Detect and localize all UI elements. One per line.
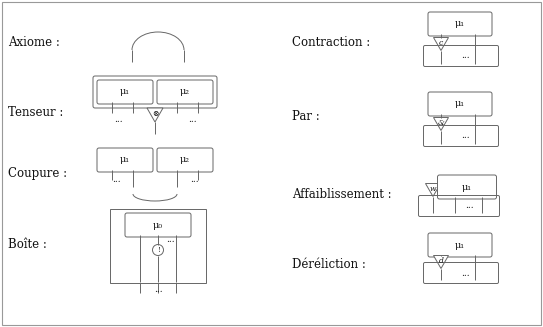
- Polygon shape: [147, 108, 163, 122]
- Text: !: !: [156, 246, 160, 254]
- Text: ...: ...: [460, 51, 469, 60]
- Text: ...: ...: [188, 114, 197, 124]
- Text: Boîte :: Boîte :: [8, 238, 47, 251]
- Text: ...: ...: [166, 235, 174, 245]
- FancyBboxPatch shape: [157, 148, 213, 172]
- Text: μ₀: μ₀: [153, 220, 163, 230]
- Circle shape: [153, 245, 163, 255]
- Text: μ₁: μ₁: [120, 88, 130, 96]
- Text: μ₁: μ₁: [120, 156, 130, 164]
- Text: μ₂: μ₂: [180, 156, 190, 164]
- Text: μ₁: μ₁: [455, 99, 465, 109]
- FancyBboxPatch shape: [157, 80, 213, 104]
- Text: Déréliction :: Déréliction :: [292, 259, 366, 271]
- Text: ...: ...: [465, 201, 473, 211]
- FancyBboxPatch shape: [125, 213, 191, 237]
- Text: c: c: [439, 39, 443, 47]
- Text: Tenseur :: Tenseur :: [8, 106, 64, 118]
- Bar: [110, 209, 206, 283]
- Text: ...: ...: [460, 131, 469, 141]
- Polygon shape: [433, 255, 449, 268]
- Text: ...: ...: [190, 176, 198, 184]
- Text: &: &: [438, 119, 444, 127]
- FancyBboxPatch shape: [428, 92, 492, 116]
- Text: ...: ...: [460, 268, 469, 278]
- Text: Contraction :: Contraction :: [292, 36, 370, 48]
- Text: ...: ...: [154, 284, 162, 294]
- Text: μ₁: μ₁: [462, 182, 472, 192]
- Polygon shape: [433, 117, 449, 130]
- Text: μ₁: μ₁: [455, 20, 465, 28]
- Text: Par :: Par :: [292, 111, 320, 124]
- Text: Affaiblissement :: Affaiblissement :: [292, 188, 392, 201]
- FancyBboxPatch shape: [428, 12, 492, 36]
- Text: ⊗: ⊗: [152, 110, 158, 118]
- FancyBboxPatch shape: [97, 148, 153, 172]
- Text: d: d: [439, 257, 444, 265]
- Polygon shape: [433, 38, 449, 50]
- Text: ...: ...: [112, 176, 121, 184]
- FancyBboxPatch shape: [428, 233, 492, 257]
- Text: ...: ...: [113, 114, 122, 124]
- Text: μ₂: μ₂: [180, 88, 190, 96]
- Text: μ₁: μ₁: [455, 240, 465, 250]
- Text: Coupure :: Coupure :: [8, 167, 67, 181]
- FancyBboxPatch shape: [438, 175, 496, 199]
- Polygon shape: [426, 183, 440, 197]
- FancyBboxPatch shape: [97, 80, 153, 104]
- Text: w: w: [430, 185, 436, 193]
- Text: Axiome :: Axiome :: [8, 36, 60, 48]
